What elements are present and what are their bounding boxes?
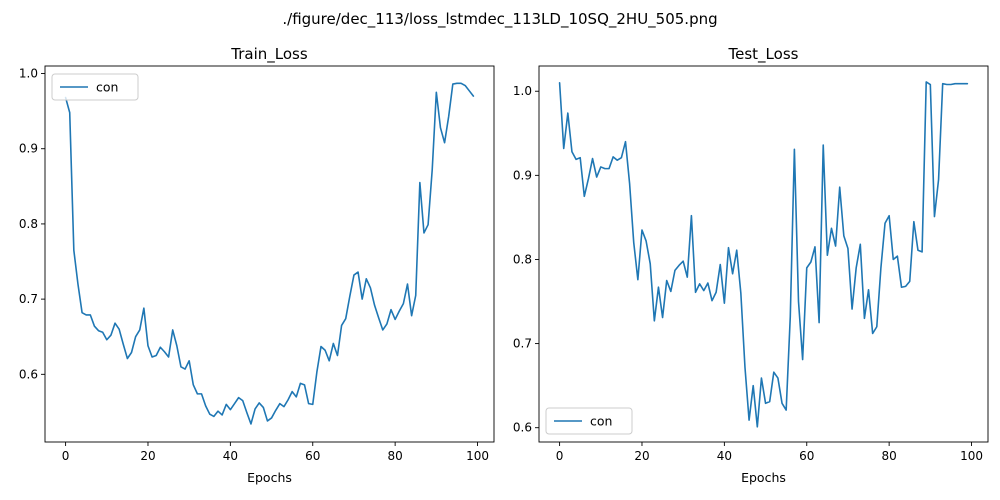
figure-suptitle: ./figure/dec_113/loss_lstmdec_113LD_10SQ… — [282, 10, 717, 29]
test-loss-ytick-label: 0.9 — [513, 168, 532, 182]
train-loss-series-line-con — [64, 82, 475, 425]
test-loss-xtick-label: 60 — [799, 449, 814, 463]
test-loss-ytick-label: 0.7 — [513, 337, 532, 351]
test-loss-legend-box — [545, 407, 633, 435]
test-loss-xtick-label: 0 — [556, 449, 564, 463]
test-loss-xtick-label: 100 — [960, 449, 983, 463]
train-loss-xtick-label: 0 — [62, 449, 70, 463]
train-loss-legend-box — [51, 73, 139, 101]
train-loss-ytick-label: 1.0 — [19, 67, 38, 81]
train-loss-xtick-label: 60 — [305, 449, 320, 463]
train-loss-legend-label: con — [96, 80, 118, 95]
test-loss-panel: Test_Loss 0 20 40 60 80 100 0.6 0.7 0.8 0.9 1.0 Epoc… — [513, 45, 989, 485]
test-loss-series-line-con — [558, 81, 969, 428]
test-loss-xtick-label: 40 — [717, 449, 732, 463]
test-loss-legend: con — [545, 407, 633, 435]
train-loss-xtick-label: 20 — [140, 449, 155, 463]
train-loss-axes-frame — [44, 65, 495, 443]
train-loss-xtick-label: 40 — [223, 449, 238, 463]
test-loss-axes-frame — [538, 65, 989, 443]
test-loss-ytick-label: 0.6 — [513, 421, 532, 435]
test-loss-xtick-label: 20 — [634, 449, 649, 463]
test-loss-xtick-label: 80 — [881, 449, 896, 463]
train-loss-xlabel: Epochs — [247, 470, 292, 485]
train-loss-title: Train_Loss — [230, 45, 308, 64]
test-loss-xlabel: Epochs — [741, 470, 786, 485]
train-loss-ytick-label: 0.8 — [19, 217, 38, 231]
test-loss-ytick-label: 1.0 — [513, 84, 532, 98]
test-loss-title: Test_Loss — [728, 45, 799, 64]
train-loss-legend: con — [51, 73, 139, 101]
train-loss-xtick-label: 100 — [466, 449, 489, 463]
train-loss-ytick-label: 0.9 — [19, 142, 38, 156]
test-loss-ytick-label: 0.8 — [513, 252, 532, 266]
test-loss-legend-label: con — [590, 414, 612, 429]
train-loss-ytick-label: 0.6 — [19, 367, 38, 381]
train-loss-xtick-label: 80 — [387, 449, 402, 463]
train-loss-panel: Train_Loss 0 20 40 60 80 100 0.6 0.7 0.8 0.9 1.0 Epo… — [19, 45, 495, 485]
train-loss-ytick-label: 0.7 — [19, 292, 38, 306]
